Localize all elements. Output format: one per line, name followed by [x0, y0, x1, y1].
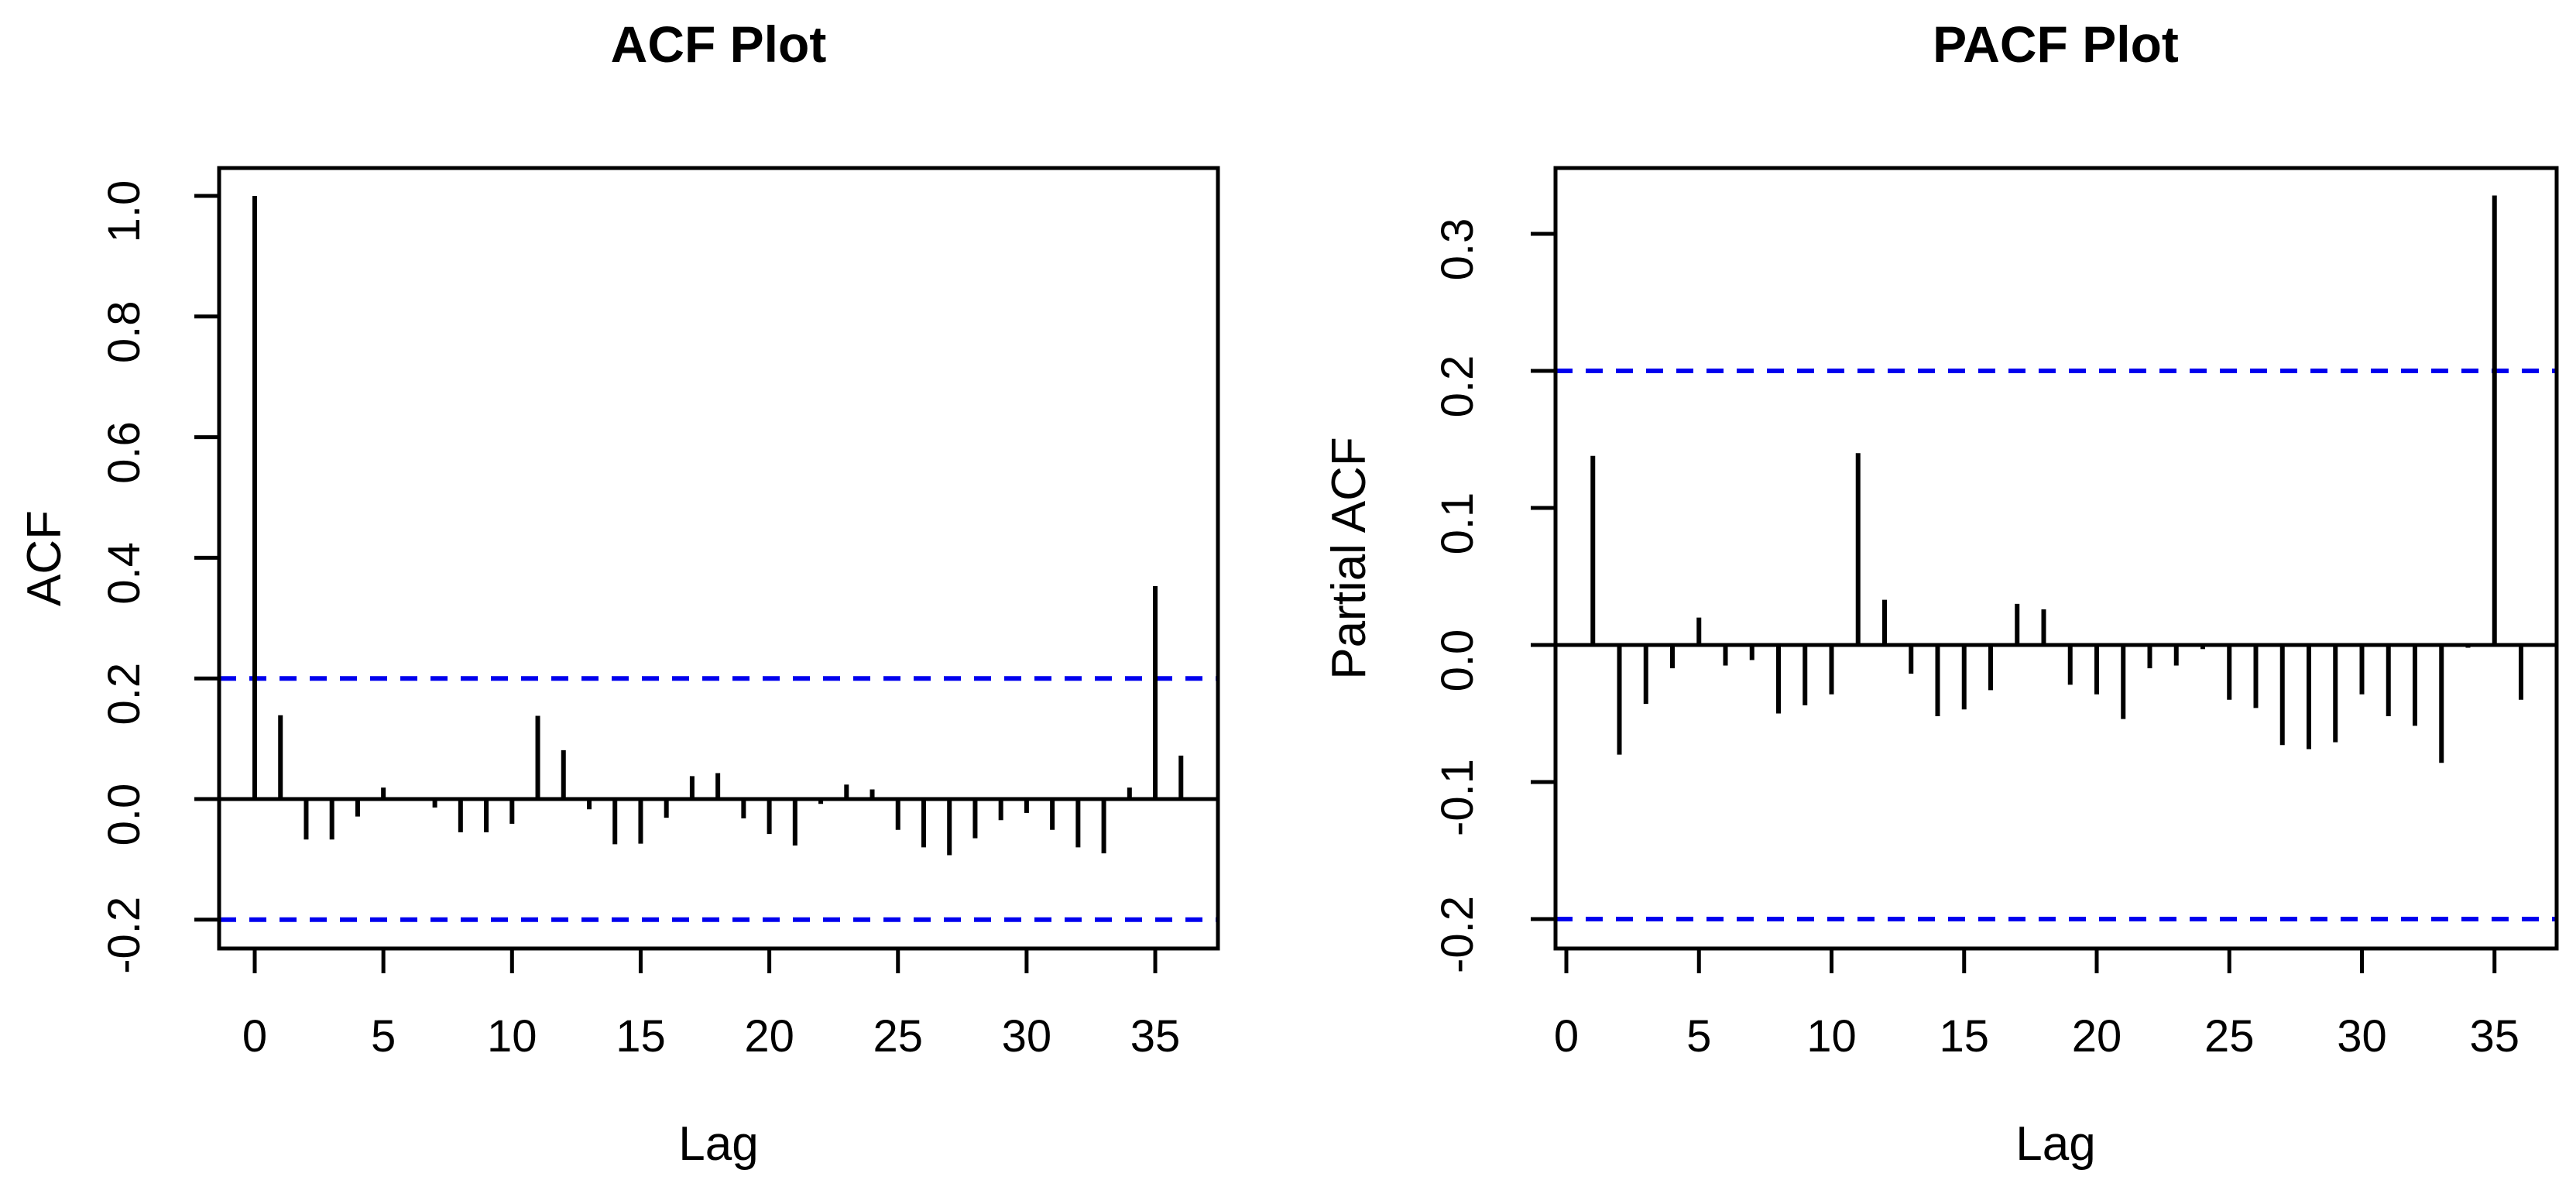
pacf-y-tick-label-0.1: 0.1: [1432, 492, 1483, 555]
pacf-x-tick-label-25: 25: [2204, 1011, 2255, 1062]
pacf-y-tick-label--0.2: -0.2: [1432, 896, 1483, 973]
acf-xaxis-title: Lag: [678, 1117, 758, 1171]
acf-x-tick-label-35: 35: [1130, 1011, 1181, 1062]
pacf-x-tick-label-35: 35: [2469, 1011, 2519, 1062]
pacf-y-tick-label-0.2: 0.2: [1432, 355, 1483, 418]
acf-panel-dynamic: 0 5 10 15 20 25 30 35 1.0 0.8 0.6 0.4 0.2 0.0 -0.2: [99, 166, 1220, 1062]
acf-x-tick-label-10: 10: [487, 1011, 537, 1062]
acf-x-tick-label-25: 25: [873, 1011, 923, 1062]
acf-yaxis-title: ACF: [18, 510, 71, 606]
pacf-x-tick-label-20: 20: [2072, 1011, 2122, 1062]
acf-x-tick-label-30: 30: [1002, 1011, 1052, 1062]
acf-y-tick-label-1.0: 1.0: [99, 180, 149, 243]
acf-x-tick-label-0: 0: [242, 1011, 267, 1062]
pacf-x-tick-label-10: 10: [1806, 1011, 1857, 1062]
pacf-x-tick-label-5: 5: [1686, 1011, 1711, 1062]
acf-x-tick-label-5: 5: [371, 1011, 396, 1062]
pacf-y-tick-label-0.0: 0.0: [1432, 629, 1483, 692]
pacf-panel: 0 5 10 15 20 25 30 35 0.3 0.2 0.1 0.0 -0.1 -0.2 PACF …: [1322, 15, 2559, 1171]
acf-y-tick-label-0.2: 0.2: [99, 663, 149, 725]
pacf-plot-title: PACF Plot: [1933, 15, 2179, 73]
pacf-yaxis-title: Partial ACF: [1322, 437, 1376, 680]
acf-panel: 0 5 10 15 20 25 30 35 1.0 0.8 0.6 0.4 0.2 0.0 -0.2 ACF…: [18, 15, 1220, 1171]
acf-y-tick-label-0.0: 0.0: [99, 784, 149, 846]
pacf-y-tick-label--0.1: -0.1: [1432, 759, 1483, 836]
pacf-plot-box: [1553, 166, 2559, 951]
acf-x-tick-label-15: 15: [616, 1011, 666, 1062]
acf-plot-title: ACF Plot: [611, 15, 827, 73]
acf-y-tick-label-0.8: 0.8: [99, 300, 149, 363]
pacf-x-tick-label-0: 0: [1554, 1011, 1579, 1062]
acf-y-tick-label--0.2: -0.2: [99, 897, 149, 974]
pacf-x-tick-label-30: 30: [2337, 1011, 2387, 1062]
acf-x-tick-label-20: 20: [744, 1011, 794, 1062]
pacf-xaxis-title: Lag: [2015, 1117, 2095, 1171]
pacf-y-tick-label-0.3: 0.3: [1432, 218, 1483, 281]
acf-plot-box: [217, 166, 1220, 951]
acf-y-tick-label-0.4: 0.4: [99, 542, 149, 605]
pacf-panel-dynamic: 0 5 10 15 20 25 30 35 0.3 0.2 0.1 0.0 -0.1 -0.2: [1432, 166, 2559, 1062]
acf-y-tick-label-0.6: 0.6: [99, 421, 149, 484]
pacf-x-tick-label-15: 15: [1939, 1011, 1989, 1062]
